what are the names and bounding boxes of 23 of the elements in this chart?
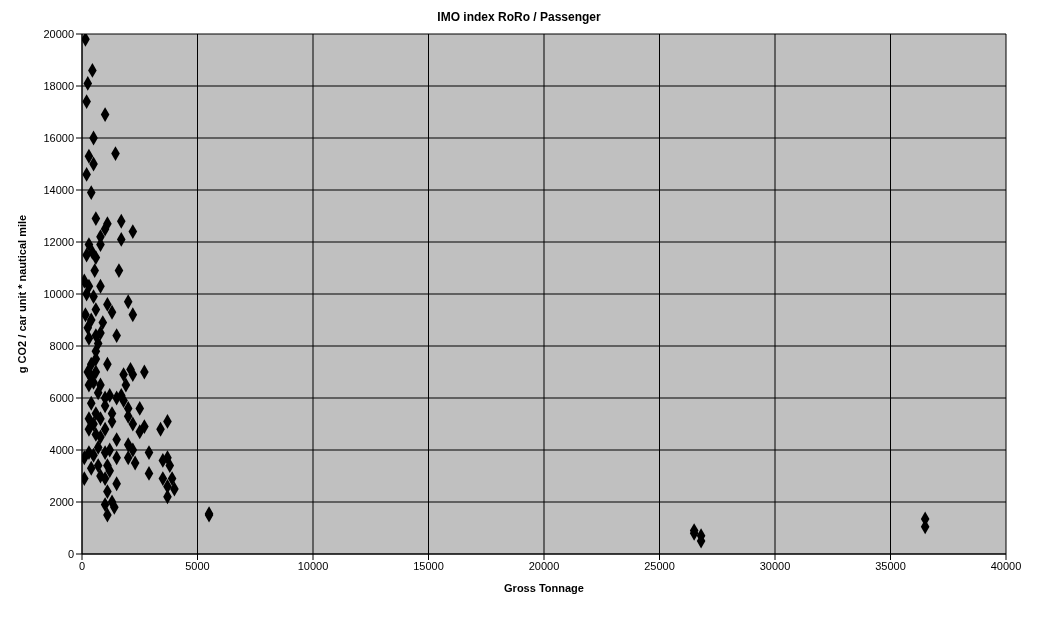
chart-title: IMO index RoRo / Passenger [436,9,602,24]
y-tick-label: 14000 [43,183,74,196]
x-tick-label: 30000 [759,559,791,572]
y-tick-label: 20000 [43,27,74,40]
x-tick-label: 35000 [875,559,906,572]
x-tick-label: 40000 [990,559,1022,572]
y-tick-label: 18000 [43,79,74,92]
x-tick-label: 20000 [528,559,560,572]
y-tick-label: 12000 [43,235,74,248]
y-tick-label: 8000 [49,339,74,352]
x-tick-label: 15000 [413,559,444,572]
y-tick-label: 6000 [49,391,74,404]
x-axis-title: Gross Tonnage [504,582,584,594]
y-tick-label: 2000 [49,495,74,508]
y-tick-label: 16000 [43,131,74,144]
x-tick-label: 25000 [644,559,675,572]
x-tick-label: 5000 [185,559,210,572]
y-tick-label: 4000 [49,443,74,456]
y-tick-label: 0 [67,547,74,560]
x-tick-label: 0 [78,559,86,572]
y-axis-title: g CO2 / car unit * nautical mile [15,214,28,374]
y-tick-label: 10000 [43,287,74,300]
x-tick-label: 10000 [297,559,329,572]
